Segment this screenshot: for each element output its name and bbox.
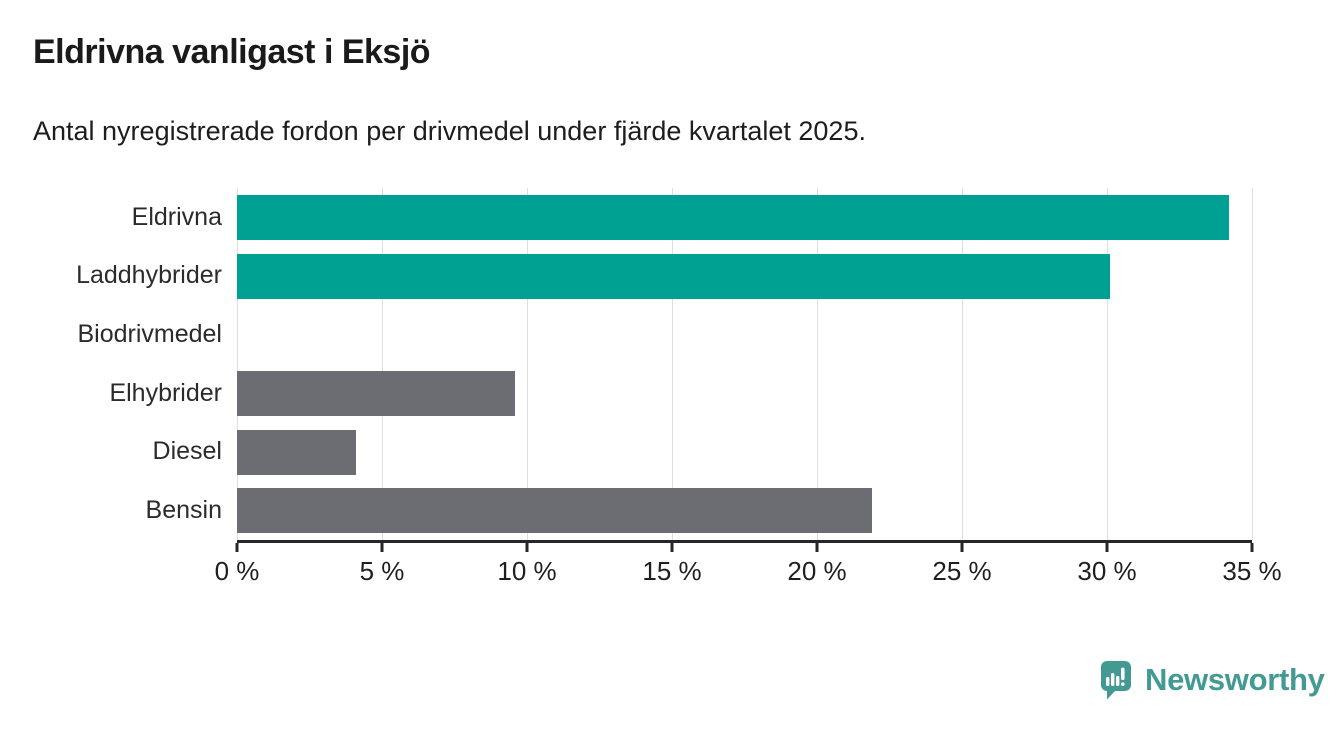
- bar: [237, 429, 356, 475]
- bar-row: Diesel: [153, 423, 1252, 482]
- gridline: [1107, 188, 1108, 540]
- x-axis-tick: [960, 543, 964, 552]
- gridline: [817, 188, 818, 540]
- gridline: [962, 188, 963, 540]
- bar-row: Biodrivmedel: [77, 305, 1252, 364]
- x-axis-tick: [235, 543, 239, 552]
- newsworthy-logo-icon: [1101, 661, 1131, 700]
- bar-row: Laddhybrider: [76, 247, 1252, 306]
- bar: [237, 488, 873, 534]
- bar: [237, 195, 1229, 240]
- gridline: [382, 188, 383, 540]
- gridline: [1252, 188, 1253, 540]
- bar-chart-plot: Eldrivna Laddhybrider Biodrivmedel Elhybrid…: [76, 188, 1253, 543]
- bar: [237, 371, 516, 416]
- category-label: Eldrivna: [131, 202, 222, 231]
- chart-title: Eldrivna vanligast i Eksjö: [33, 33, 431, 71]
- bar-row: Elhybrider: [109, 364, 1252, 423]
- x-axis-tick: [525, 543, 529, 552]
- x-tick-label: 30 %: [1077, 556, 1137, 586]
- x-tick-label: 35 %: [1222, 556, 1282, 586]
- newsworthy-logo: Newsworthy: [1100, 660, 1325, 700]
- x-axis-tick: [1105, 543, 1109, 552]
- gridline: [527, 188, 528, 540]
- x-axis-tick: [1250, 543, 1254, 552]
- x-tick-label: 25 %: [932, 556, 992, 586]
- x-tick-label: 5 %: [359, 556, 405, 586]
- bar-row: Bensin: [146, 481, 1252, 540]
- x-tick-label: 0 %: [214, 556, 260, 586]
- x-tick-label: 15 %: [642, 556, 702, 586]
- category-label: Diesel: [152, 437, 222, 466]
- gridline: [237, 188, 238, 540]
- bar: [237, 253, 1110, 299]
- category-label: Bensin: [145, 496, 222, 525]
- category-label: Elhybrider: [109, 378, 222, 407]
- gridline: [672, 188, 673, 540]
- category-label: Laddhybrider: [76, 261, 222, 290]
- x-axis-tick: [815, 543, 819, 552]
- bar-row: Eldrivna: [132, 188, 1252, 247]
- x-tick-label: 20 %: [787, 556, 847, 586]
- category-label: Biodrivmedel: [77, 320, 222, 349]
- newsworthy-logo-text: Newsworthy: [1145, 662, 1325, 697]
- chart-subtitle: Antal nyregistrerade fordon per drivmede…: [33, 116, 866, 146]
- x-axis-tick: [380, 543, 384, 552]
- x-tick-label: 10 %: [497, 556, 557, 586]
- x-axis-tick: [670, 543, 674, 552]
